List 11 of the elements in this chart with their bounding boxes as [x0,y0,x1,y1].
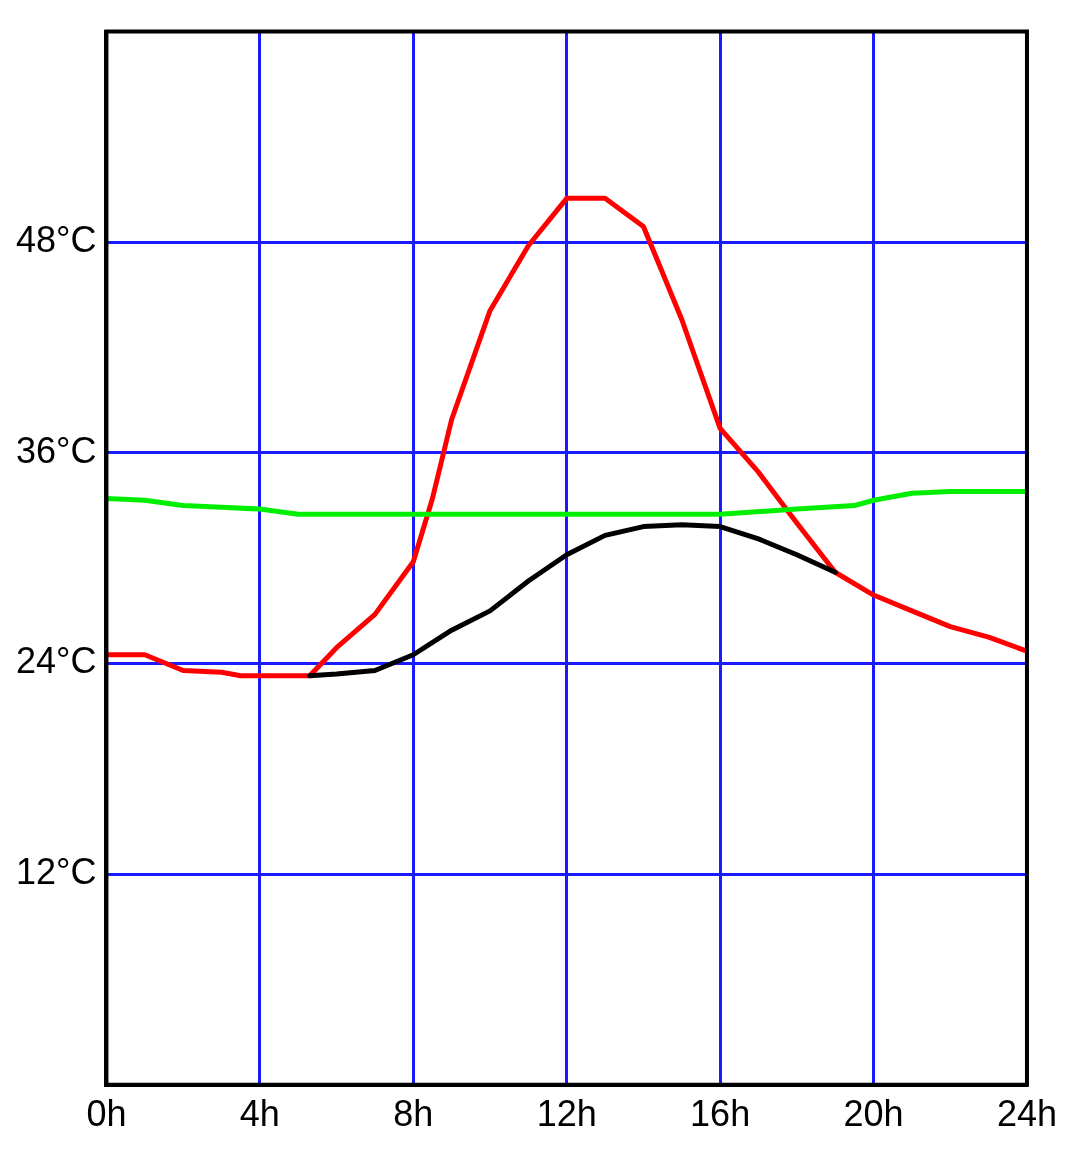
y-tick-label: 24°C [16,640,97,682]
x-tick-label: 12h [536,1093,597,1135]
y-tick-label: 12°C [16,851,97,893]
x-tick-label: 8h [393,1093,434,1135]
x-tick-label: 4h [239,1093,280,1135]
x-tick-label: 20h [843,1093,904,1135]
x-tick-label: 16h [690,1093,751,1135]
x-tick-label: 24h [996,1093,1058,1135]
y-tick-label: 48°C [16,219,97,261]
y-tick-label: 36°C [16,429,97,471]
x-tick-label: 0h [86,1093,127,1135]
